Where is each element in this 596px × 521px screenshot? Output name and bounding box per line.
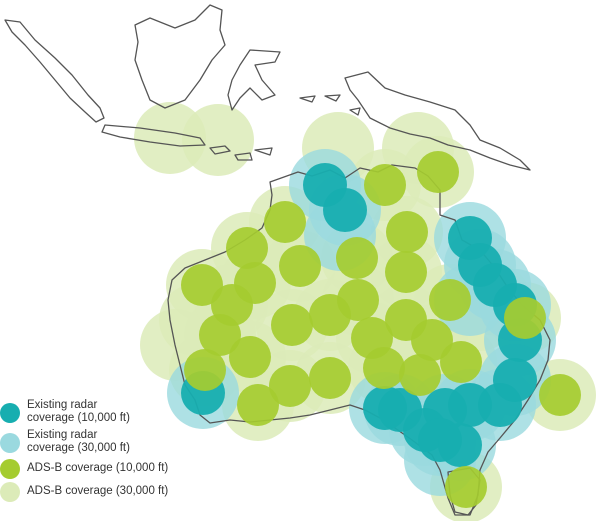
radar-10k-coverage-circle <box>323 188 367 232</box>
map-legend: Existing radar coverage (10,000 ft) Exis… <box>0 397 230 503</box>
legend-item-adsb-10k: ADS-B coverage (10,000 ft) <box>0 457 230 480</box>
adsb-10k-coverage-circle <box>445 466 487 508</box>
legend-item-adsb-30k: ADS-B coverage (30,000 ft) <box>0 480 230 503</box>
adsb-10k-coverage-circle <box>181 264 223 306</box>
sumatra-outline <box>4 19 105 123</box>
legend-label: Existing radar coverage (30,000 ft) <box>27 429 130 454</box>
adsb-10k-coverage-circle <box>386 211 428 253</box>
borneo-outline <box>134 4 226 109</box>
adsb-30k-swatch <box>0 482 20 502</box>
adsb-10k-coverage-circle <box>264 201 306 243</box>
small-islands-outline <box>299 94 361 116</box>
adsb-10k-coverage-circle <box>440 341 482 383</box>
adsb-10k-coverage-circle <box>279 245 321 287</box>
adsb-10k-coverage-circle <box>184 349 226 391</box>
new-guinea-outline <box>344 71 531 171</box>
adsb-10k-coverage-circle <box>399 354 441 396</box>
legend-item-radar-30k: Existing radar coverage (30,000 ft) <box>0 427 230 457</box>
legend-item-radar-10k: Existing radar coverage (10,000 ft) <box>0 397 230 427</box>
java-outline <box>101 124 206 147</box>
adsb-10k-coverage-circle <box>429 279 471 321</box>
adsb-10k-coverage-circle <box>417 151 459 193</box>
adsb-10k-coverage-circle <box>237 384 279 426</box>
adsb-10k-coverage-circle <box>411 319 453 361</box>
adsb-10k-coverage-circle <box>229 336 271 378</box>
adsb-10k-coverage-circle <box>269 365 311 407</box>
sulawesi-outline <box>227 49 281 111</box>
adsb-10k-coverage-circle <box>226 227 268 269</box>
legend-label: ADS-B coverage (30,000 ft) <box>27 485 169 497</box>
legend-label: Existing radar coverage (10,000 ft) <box>27 399 130 424</box>
adsb-10k-coverage-circle <box>336 237 378 279</box>
adsb-10k-coverage-circle <box>199 314 241 356</box>
adsb-10k-coverage-layer <box>181 151 581 508</box>
adsb-10k-coverage-circle <box>363 347 405 389</box>
adsb-10k-coverage-circle <box>309 357 351 399</box>
radar-10k-coverage-circle <box>363 386 407 430</box>
radar-30k-swatch <box>0 433 20 453</box>
sunda-islands-outline <box>209 145 273 161</box>
adsb-10k-coverage-circle <box>337 279 379 321</box>
legend-label: ADS-B coverage (10,000 ft) <box>27 462 169 474</box>
adsb-10k-coverage-circle <box>504 297 546 339</box>
radar-10k-swatch <box>0 403 20 423</box>
radar-10k-coverage-circle <box>438 423 482 467</box>
adsb-10k-coverage-circle <box>271 304 313 346</box>
adsb-10k-coverage-circle <box>385 251 427 293</box>
adsb-10k-coverage-circle <box>539 374 581 416</box>
adsb-10k-swatch <box>0 459 20 479</box>
adsb-10k-coverage-circle <box>364 164 406 206</box>
adsb-30k-coverage-circle <box>182 104 254 176</box>
